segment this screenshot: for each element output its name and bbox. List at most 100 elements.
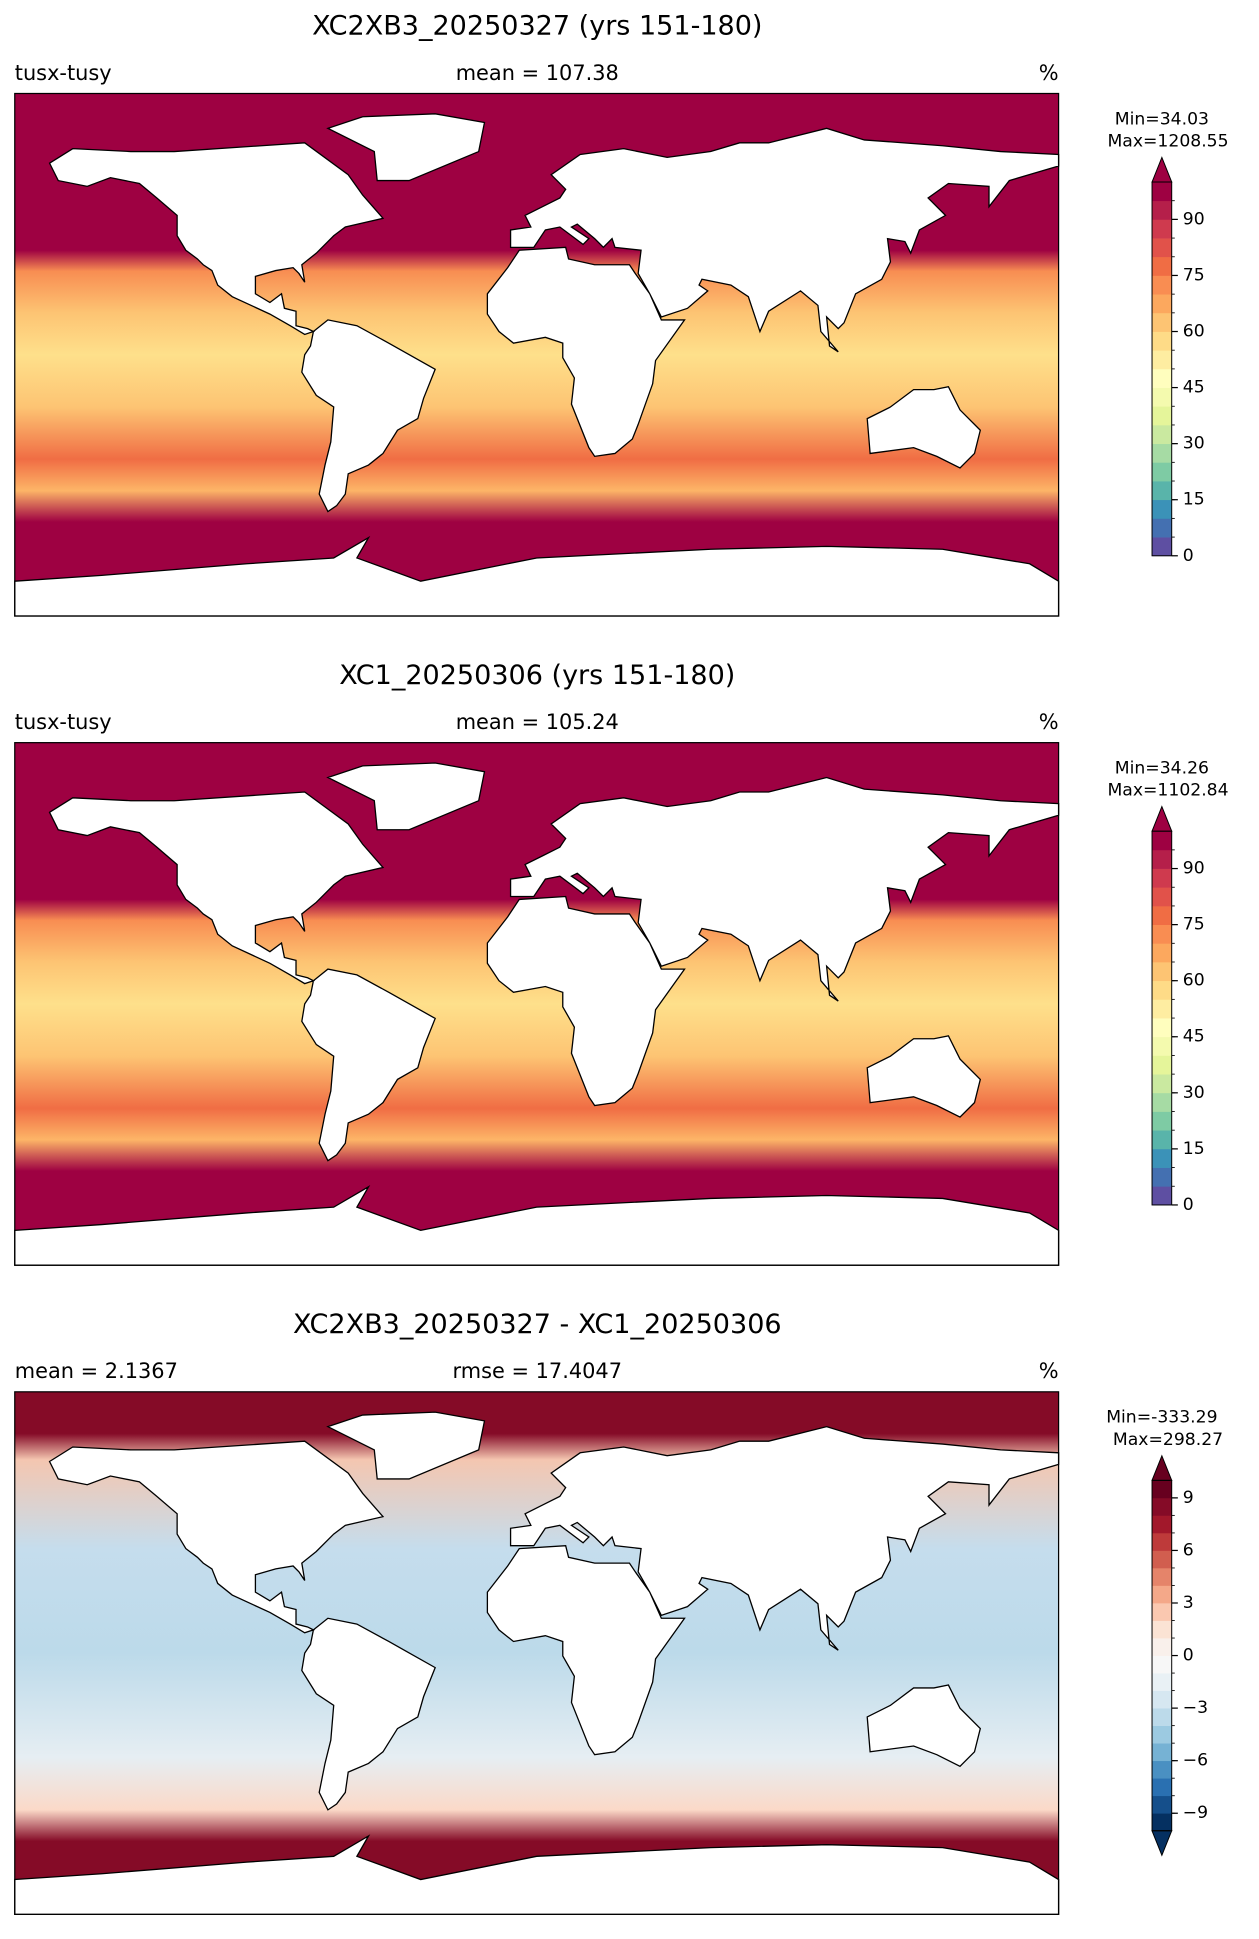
colorbar-segment [1152,1497,1172,1516]
colorbar-segment [1152,831,1172,851]
colorbar-tick-label: 0 [1183,546,1194,566]
colorbar-tick-label: 90 [1183,859,1205,879]
colorbar-segment [1152,1515,1172,1534]
panel-title: XC2XB3_20250327 (yrs 151-180) [312,11,762,42]
units-label: % [1039,710,1059,734]
colorbar-segment [1152,1092,1172,1112]
colorbar-segment [1152,537,1172,557]
colorbar-segment [1152,1148,1172,1168]
colorbar-segment [1152,1074,1172,1094]
colorbar-tick-label: 6 [1183,1540,1194,1560]
min-label: Min=34.03 [1115,109,1209,129]
colorbar-segment [1152,1760,1172,1779]
colorbar-segment [1152,1778,1172,1797]
colorbar-segment [1152,1567,1172,1586]
colorbar-segment [1152,1130,1172,1150]
colorbar-segment [1152,1585,1172,1604]
colorbar-segment [1152,312,1172,332]
colorbar-segment [1152,1018,1172,1038]
colorbar-segment [1152,1655,1172,1674]
colorbar-segment [1152,1550,1172,1569]
colorbar-segment [1152,368,1172,388]
colorbar-segment [1152,499,1172,519]
colorbar-extend-max [1151,1454,1173,1481]
colorbar-tick-label: 15 [1183,490,1205,510]
colorbar-segment [1152,1813,1172,1832]
map-frame [14,1391,1060,1915]
colorbar-segment [1152,1111,1172,1131]
min-label: Min=34.26 [1115,758,1209,778]
colorbar-segment [1152,868,1172,888]
colorbar-segment [1152,962,1172,982]
colorbar-segment [1152,1532,1172,1551]
colorbar-segment [1152,182,1172,202]
colorbar-extend-max [1151,156,1173,183]
units-label: % [1039,61,1059,85]
colorbar-extend-max [1151,805,1173,832]
colorbar-segment [1152,481,1172,501]
colorbar-tick-label: 30 [1183,1083,1205,1103]
colorbar-segment [1152,1186,1172,1206]
colorbar-segment [1152,999,1172,1019]
colorbar-tick-label: 75 [1183,265,1205,285]
colorbar-segment [1152,1673,1172,1691]
colorbar-segment [1152,1690,1172,1709]
colorbar-tick-label: 3 [1183,1593,1194,1613]
colorbar-segment [1152,200,1172,220]
center-label: mean = 105.24 [456,710,619,734]
colorbar-segment [1152,1638,1172,1656]
colorbar-segment [1152,849,1172,869]
colorbar-frame [1151,181,1173,557]
colorbar-segment [1152,1036,1172,1056]
colorbar-segment [1152,350,1172,370]
colorbar-segment [1152,943,1172,963]
max-label: Max=1102.84 [1107,781,1228,801]
colorbar-segment [1152,1795,1172,1814]
colorbar-segment [1152,256,1172,276]
colorbar-tick-label: 30 [1183,434,1205,454]
colorbar-tick-label: −3 [1183,1698,1208,1718]
colorbar-tick-label: 90 [1183,209,1205,229]
colorbar-tick-label: 45 [1183,1027,1205,1047]
colorbar-segment [1152,1708,1172,1727]
units-label: % [1039,1359,1059,1383]
colorbar-segment [1152,443,1172,463]
colorbar-segment [1152,1480,1172,1499]
colorbar-segment [1152,406,1172,426]
colorbar-segment [1152,331,1172,351]
colorbar-segment [1152,1167,1172,1187]
map-frame [14,92,1060,617]
colorbar-segment [1152,980,1172,1000]
left-label: mean = 2.1367 [15,1359,178,1383]
colorbar-tick-label: 45 [1183,378,1205,398]
colorbar-tick-label: 9 [1183,1488,1194,1508]
colorbar-tick-label: 60 [1183,971,1205,991]
panel-title: XC1_20250306 (yrs 151-180) [339,660,735,691]
panel-title: XC2XB3_20250327 - XC1_20250306 [293,1309,782,1340]
colorbar-tick-label: 75 [1183,915,1205,935]
colorbar-tick-label: −9 [1183,1803,1208,1823]
colorbar-segment [1152,887,1172,907]
colorbar-segment [1152,924,1172,944]
colorbar-frame [1151,830,1173,1206]
colorbar-segment [1152,1055,1172,1075]
colorbar-tick-label: 0 [1183,1646,1194,1666]
colorbar-segment [1152,294,1172,314]
colorbar-segment [1152,424,1172,445]
center-label: rmse = 17.4047 [453,1359,622,1383]
max-label: Max=1208.55 [1107,131,1228,151]
left-label: tusx-tusy [15,61,112,85]
colorbar-segment [1152,905,1172,925]
left-label: tusx-tusy [15,710,112,734]
colorbar-segment [1152,219,1172,239]
map-frame [14,742,1060,1266]
colorbar-segment [1152,1743,1172,1762]
colorbar-segment [1152,462,1172,482]
colorbar-tick-label: 60 [1183,322,1205,342]
colorbar-segment [1152,1620,1172,1639]
colorbar-segment [1152,387,1172,407]
colorbar-segment [1152,1602,1172,1621]
colorbar-tick-label: 15 [1183,1139,1205,1159]
